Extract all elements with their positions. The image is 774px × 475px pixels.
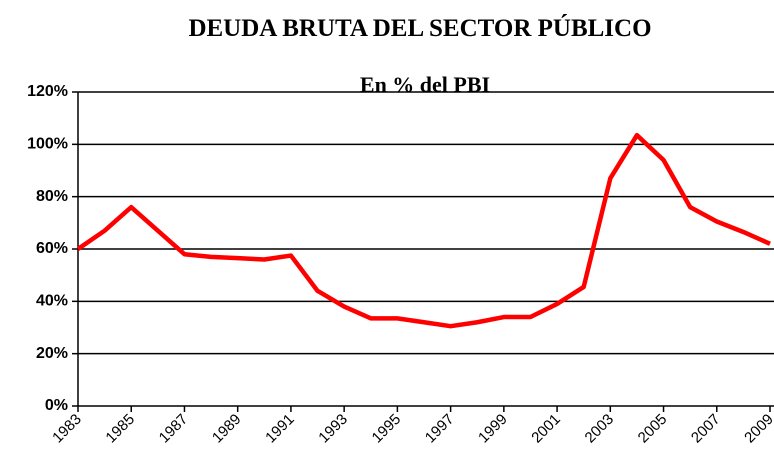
y-tick-label: 120% [27, 83, 68, 100]
x-tick-label: 2009 [741, 411, 774, 447]
y-tick-label: 40% [36, 293, 68, 310]
y-tick-label: 80% [36, 188, 68, 205]
y-tick-label: 100% [27, 136, 68, 153]
chart-subtitle: En % del PBI [360, 72, 490, 97]
x-tick-label: 2005 [635, 411, 671, 447]
x-tick-label: 2003 [582, 411, 618, 447]
x-tick-label: 1995 [369, 411, 405, 447]
x-tick-label: 2001 [528, 411, 564, 447]
x-tick-label: 1985 [102, 411, 138, 447]
x-tick-label: 1997 [422, 411, 458, 447]
x-tick-label: 1983 [49, 411, 85, 447]
x-tick-label: 1993 [315, 411, 351, 447]
x-tick-label: 1999 [475, 411, 511, 447]
y-tick-label: 0% [45, 397, 68, 414]
x-tick-label: 1989 [209, 411, 245, 447]
x-tick-label: 1987 [156, 411, 192, 447]
x-tick-label: 2007 [688, 411, 724, 447]
chart-title: DEUDA BRUTA DEL SECTOR PÚBLICO [188, 14, 651, 42]
y-tick-label: 20% [36, 345, 68, 362]
data-line [76, 132, 771, 329]
x-tick-label: 1991 [262, 411, 298, 447]
y-tick-label: 60% [36, 240, 68, 257]
